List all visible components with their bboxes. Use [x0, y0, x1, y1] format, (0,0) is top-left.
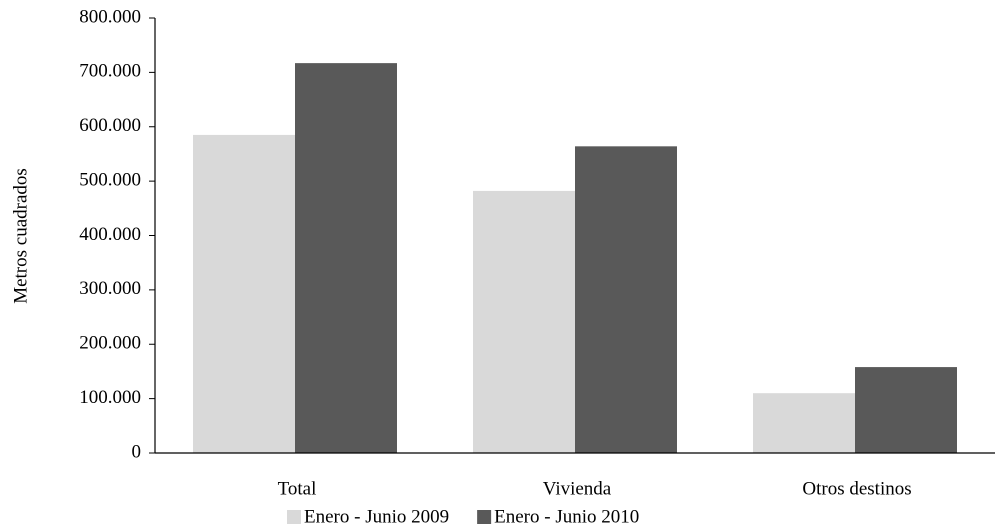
bar	[855, 367, 957, 453]
legend-label: Enero - Junio 2009	[304, 506, 449, 527]
y-tick-label: 200.000	[79, 333, 141, 354]
y-tick-label: 700.000	[79, 61, 141, 82]
legend-label: Enero - Junio 2010	[494, 506, 639, 527]
y-tick-label: 300.000	[79, 278, 141, 299]
x-tick-label: Otros destinos	[802, 478, 911, 499]
x-tick-label: Vivienda	[543, 478, 612, 499]
bar	[193, 134, 295, 453]
bar	[575, 146, 677, 453]
legend-swatch	[477, 510, 492, 524]
bar	[753, 393, 855, 453]
bar	[473, 190, 575, 453]
y-tick-label: 600.000	[79, 115, 141, 136]
y-tick-label: 800.000	[79, 6, 141, 27]
bar	[295, 63, 397, 453]
x-tick-label: Total	[278, 478, 317, 499]
y-tick-label: 400.000	[79, 224, 141, 245]
y-axis-label: Metros cuadrados	[10, 168, 31, 304]
y-tick-label: 0	[132, 441, 142, 462]
legend-swatch	[287, 510, 301, 524]
y-tick-label: 100.000	[79, 387, 141, 408]
y-tick-label: 500.000	[79, 169, 141, 190]
